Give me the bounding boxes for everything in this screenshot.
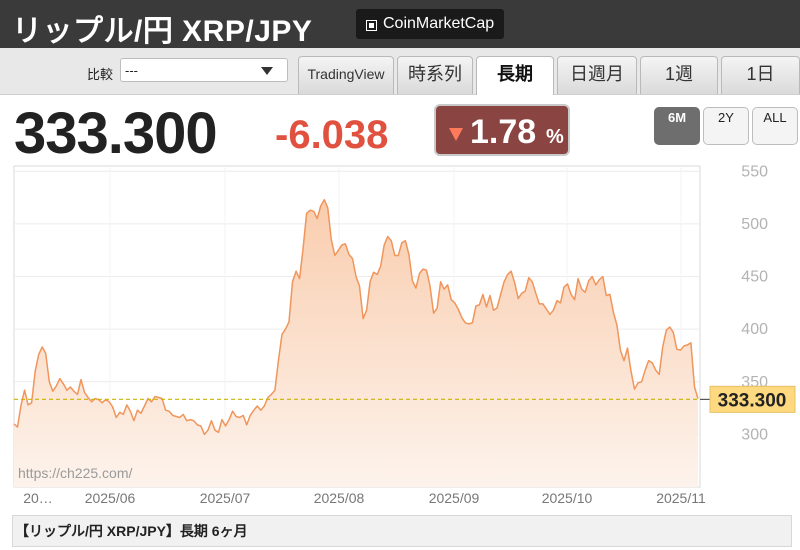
- coinmarketcap-link-button[interactable]: CoinMarketCap: [356, 9, 505, 39]
- range-2y-button[interactable]: 2Y: [703, 107, 749, 145]
- series-area: [14, 199, 698, 487]
- y-tick-label: 300: [741, 426, 768, 443]
- chevron-down-icon: [261, 67, 273, 75]
- title-bar: リップル/円 XRP/JPY CoinMarketCap: [0, 0, 800, 48]
- y-tick-label: 500: [741, 216, 768, 233]
- range-6m-button[interactable]: 6M: [654, 107, 700, 145]
- coinmarketcap-link-label: CoinMarketCap: [383, 15, 495, 32]
- tab-1-week[interactable]: 1週: [640, 56, 718, 94]
- x-tick-label: 2025/06: [85, 490, 136, 506]
- x-tick-label: 2025/08: [314, 490, 365, 506]
- current-price-label: 333.300: [718, 390, 787, 411]
- external-link-icon: [366, 19, 377, 31]
- down-triangle-icon: [449, 128, 463, 141]
- compare-label: 比較: [87, 67, 114, 82]
- chart-caption: 【リップル/円 XRP/JPY】長期 6ヶ月: [12, 515, 792, 547]
- tab-long-term[interactable]: 長期: [476, 56, 554, 95]
- tab-timeseries[interactable]: 時系列: [397, 56, 473, 94]
- percent-change-value: 1.78: [470, 113, 537, 151]
- current-price: 333.300: [14, 101, 218, 166]
- current-price-label-box: [709, 385, 796, 413]
- y-tick-label: 400: [741, 321, 768, 338]
- x-tick-label: 2025/07: [200, 490, 251, 506]
- range-all-button[interactable]: ALL: [752, 107, 798, 145]
- compare-select-value: ---: [125, 63, 138, 78]
- percent-change-badge: 1.78 %: [434, 104, 570, 156]
- x-tick-label: 20…: [23, 490, 53, 506]
- chart-watermark: https://ch225.com/: [18, 465, 133, 481]
- series-line: [13, 198, 699, 436]
- percent-unit: %: [546, 126, 564, 148]
- tab-tradingview[interactable]: TradingView: [298, 56, 394, 94]
- tab-1-day[interactable]: 1日: [721, 56, 800, 94]
- x-tick-label: 2025/09: [429, 490, 480, 506]
- compare-select[interactable]: ---: [120, 58, 288, 82]
- tab-bar: 比較 --- TradingView 時系列 長期 日週月 1週 1日: [0, 48, 800, 95]
- price-change: -6.038: [275, 113, 389, 157]
- x-tick-label: 2025/11: [656, 490, 706, 506]
- x-tick-label: 2025/10: [542, 490, 593, 506]
- y-tick-label: 550: [741, 163, 768, 180]
- page-title: リップル/円 XRP/JPY: [12, 15, 313, 48]
- y-tick-label: 450: [741, 269, 768, 286]
- tab-daily-weekly-monthly[interactable]: 日週月: [557, 56, 637, 94]
